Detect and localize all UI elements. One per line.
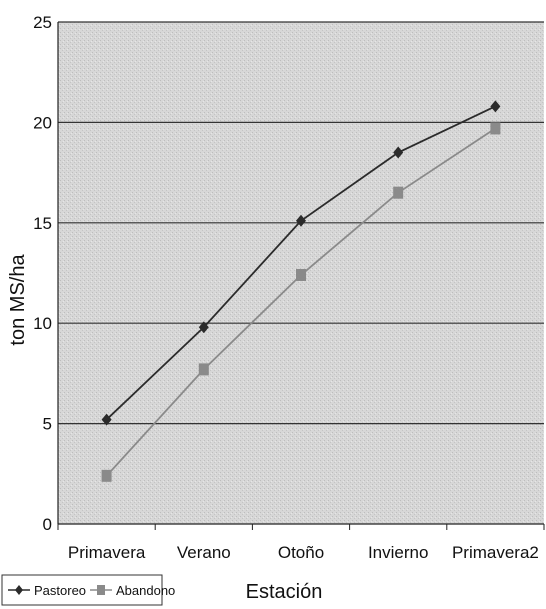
series-layer xyxy=(101,100,501,482)
y-tick-label: 5 xyxy=(43,415,52,434)
x-axis-title: Estación xyxy=(246,581,323,603)
y-axis-title: ton MS/ha xyxy=(7,254,29,346)
data-point xyxy=(490,100,501,113)
axes xyxy=(57,22,544,525)
x-tick-label: Verano xyxy=(177,543,231,562)
x-tick-label: Primavera xyxy=(68,543,146,562)
x-tick-label: Otoño xyxy=(278,543,324,562)
data-point xyxy=(198,363,209,376)
x-tick-label: Invierno xyxy=(368,543,428,562)
legend: Pastoreo Abandono xyxy=(1,574,175,606)
y-tick-label: 0 xyxy=(43,515,52,534)
data-point xyxy=(101,413,112,426)
data-point xyxy=(393,146,404,159)
data-point xyxy=(101,469,112,482)
y-tick-label: 10 xyxy=(33,314,52,333)
x-tick-label: Primavera2 xyxy=(452,543,539,562)
y-tick-label: 20 xyxy=(33,113,52,132)
data-point xyxy=(490,122,501,135)
data-point xyxy=(393,186,404,199)
data-point xyxy=(296,269,306,282)
legend-marker-square xyxy=(97,585,105,595)
y-axis-ticks: 0 5 10 15 20 25 xyxy=(33,13,52,534)
legend-label-1: Abandono xyxy=(116,583,175,598)
legend-marker-diamond xyxy=(15,585,23,595)
x-axis-ticks: Primavera Verano Otoño Invierno Primavera2 xyxy=(57,524,545,562)
data-point xyxy=(296,214,306,227)
y-tick-label: 15 xyxy=(33,214,52,233)
legend-label-0: Pastoreo xyxy=(34,583,86,598)
data-point xyxy=(198,321,209,334)
y-tick-label: 25 xyxy=(33,13,52,32)
